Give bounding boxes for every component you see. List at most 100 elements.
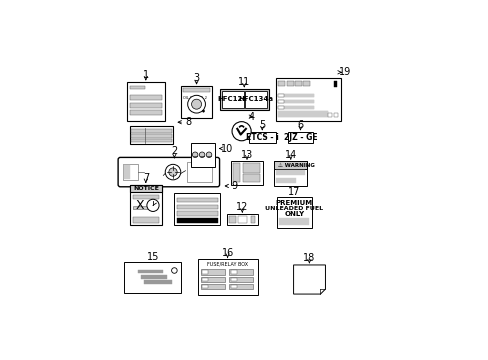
Bar (130, 103, 162, 108)
Bar (124, 165, 130, 179)
Bar (274, 161, 307, 186)
Bar (286, 81, 293, 86)
Circle shape (192, 152, 198, 158)
Bar (131, 129, 171, 133)
Bar (231, 161, 263, 185)
Bar (131, 134, 171, 138)
Bar (133, 217, 159, 222)
Text: HFC12a: HFC12a (217, 96, 247, 102)
Bar (176, 218, 218, 222)
Bar (287, 132, 312, 143)
Bar (278, 100, 313, 103)
Bar (243, 174, 260, 183)
Bar (278, 94, 284, 97)
Text: FUSE/RELAY BOX: FUSE/RELAY BOX (207, 261, 248, 266)
Bar (200, 269, 224, 275)
Bar (174, 193, 220, 225)
Text: 7: 7 (142, 173, 149, 183)
Bar (333, 113, 337, 117)
Bar (244, 91, 266, 108)
Text: 10: 10 (221, 144, 233, 153)
Bar (138, 270, 163, 273)
Bar (249, 132, 275, 143)
Circle shape (168, 168, 177, 176)
Text: PREMIUM: PREMIUM (275, 200, 312, 206)
Bar (123, 164, 138, 180)
Bar (275, 78, 340, 121)
Bar (276, 170, 305, 175)
Circle shape (171, 268, 177, 273)
Bar (191, 143, 214, 167)
Bar (233, 163, 240, 183)
Circle shape (187, 95, 205, 113)
Text: 16: 16 (221, 248, 233, 258)
FancyBboxPatch shape (118, 157, 219, 187)
Bar (200, 284, 224, 289)
Bar (202, 278, 208, 281)
Circle shape (202, 110, 204, 112)
Bar (127, 82, 164, 121)
Bar (133, 194, 159, 199)
Text: 13: 13 (241, 150, 253, 159)
Bar (143, 280, 171, 284)
Bar (176, 211, 218, 216)
Bar (229, 276, 253, 282)
Text: 8: 8 (185, 117, 191, 127)
Polygon shape (293, 265, 325, 294)
Text: 2: 2 (171, 146, 177, 156)
Bar (226, 214, 257, 225)
Bar (198, 260, 257, 296)
Bar (327, 113, 332, 117)
Bar (278, 105, 313, 109)
Text: HFC134a: HFC134a (238, 96, 273, 102)
Bar (333, 81, 336, 87)
Bar (279, 219, 309, 225)
Circle shape (199, 152, 204, 158)
Text: ⚠ WARNING: ⚠ WARNING (277, 163, 314, 168)
Text: 9: 9 (230, 181, 237, 191)
Bar (278, 105, 284, 109)
Text: ONLY: ONLY (284, 211, 304, 217)
Bar (131, 139, 171, 142)
Bar (278, 100, 284, 103)
Bar (176, 205, 218, 209)
Bar (130, 185, 162, 225)
Text: 1: 1 (142, 70, 148, 80)
Bar (250, 216, 255, 223)
Bar (181, 86, 211, 118)
Bar (186, 162, 211, 182)
Text: 4: 4 (248, 112, 255, 122)
Bar (278, 94, 313, 97)
Text: 14: 14 (284, 150, 296, 159)
Text: ETCS - i: ETCS - i (245, 133, 278, 142)
Text: OIL 1  |  OIL 2: OIL 1 | OIL 2 (183, 95, 207, 99)
Bar (274, 161, 307, 169)
Polygon shape (133, 203, 152, 210)
Bar (130, 95, 162, 100)
Bar (278, 81, 285, 86)
Bar (176, 198, 218, 202)
Text: 3: 3 (193, 73, 199, 83)
Bar (202, 285, 208, 288)
Bar (276, 197, 311, 228)
Bar (278, 100, 313, 103)
Bar (229, 284, 253, 289)
Text: 6: 6 (297, 120, 303, 130)
Circle shape (232, 122, 251, 141)
Bar (230, 278, 236, 281)
Text: 15: 15 (146, 252, 159, 262)
Bar (124, 262, 181, 293)
Circle shape (165, 164, 181, 180)
Bar (278, 111, 327, 117)
Bar (200, 276, 224, 282)
Bar (220, 89, 268, 110)
Text: 11: 11 (238, 77, 250, 87)
Bar (221, 91, 243, 108)
Text: 2JZ - GE: 2JZ - GE (283, 133, 317, 142)
Bar (130, 110, 162, 115)
Bar (183, 89, 210, 92)
Circle shape (146, 199, 159, 211)
Bar (130, 126, 173, 144)
Text: 12: 12 (236, 202, 248, 212)
Text: UNLEADED FUEL: UNLEADED FUEL (264, 206, 323, 211)
